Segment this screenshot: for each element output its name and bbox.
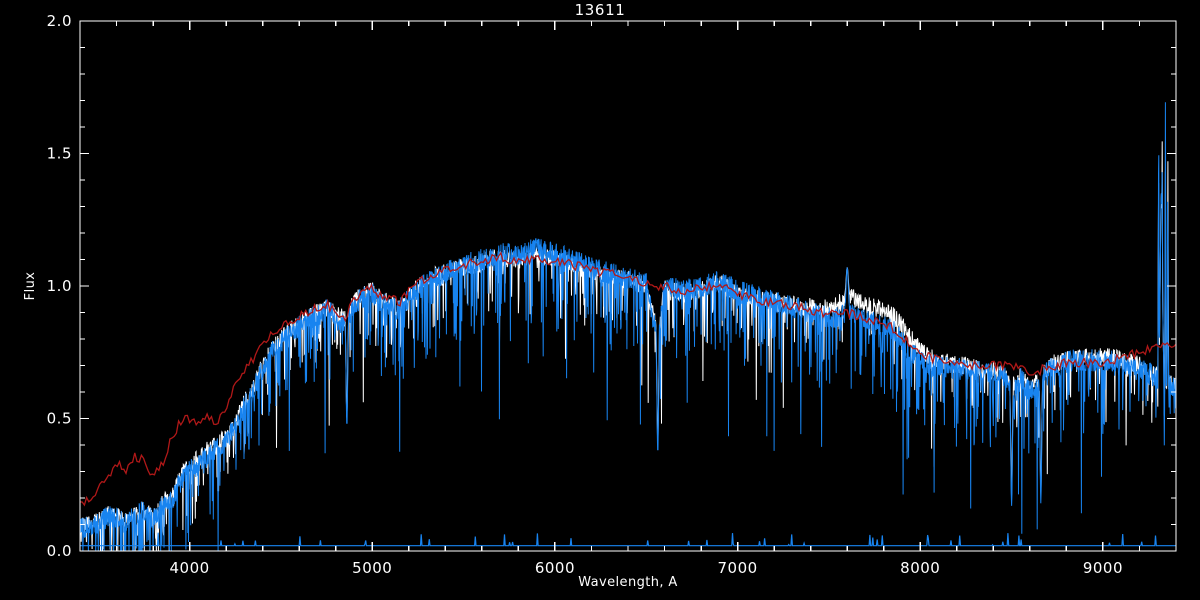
- x-tick-label: 8000: [900, 559, 940, 577]
- y-tick-label: 1.0: [47, 277, 72, 295]
- x-tick-label: 9000: [1083, 559, 1123, 577]
- page-title: 13611: [575, 1, 626, 19]
- y-tick-label: 0.0: [47, 542, 72, 560]
- y-tick-label: 1.5: [47, 145, 72, 163]
- y-tick-label: 2.0: [47, 12, 72, 30]
- axes-layer: 4000 5000 6000 7000 8000 9000 0.0 0.5 1.0 1.5 2.0: [47, 12, 1177, 577]
- x-tick-label: 5000: [352, 559, 392, 577]
- x-axis-label: Wavelength, A: [578, 575, 677, 590]
- y-tick-label: 0.5: [47, 410, 72, 428]
- x-tick-label: 4000: [170, 559, 210, 577]
- x-tick-label: 7000: [718, 559, 758, 577]
- y-axis-label: Flux: [23, 272, 38, 301]
- series-error-array-baseline: [80, 532, 1176, 547]
- series-model-spectrum-blue: [79, 102, 1177, 552]
- series-continuum-fit-red: [79, 251, 1177, 507]
- x-tick-label: 6000: [535, 559, 575, 577]
- data-series-layer: [79, 102, 1177, 552]
